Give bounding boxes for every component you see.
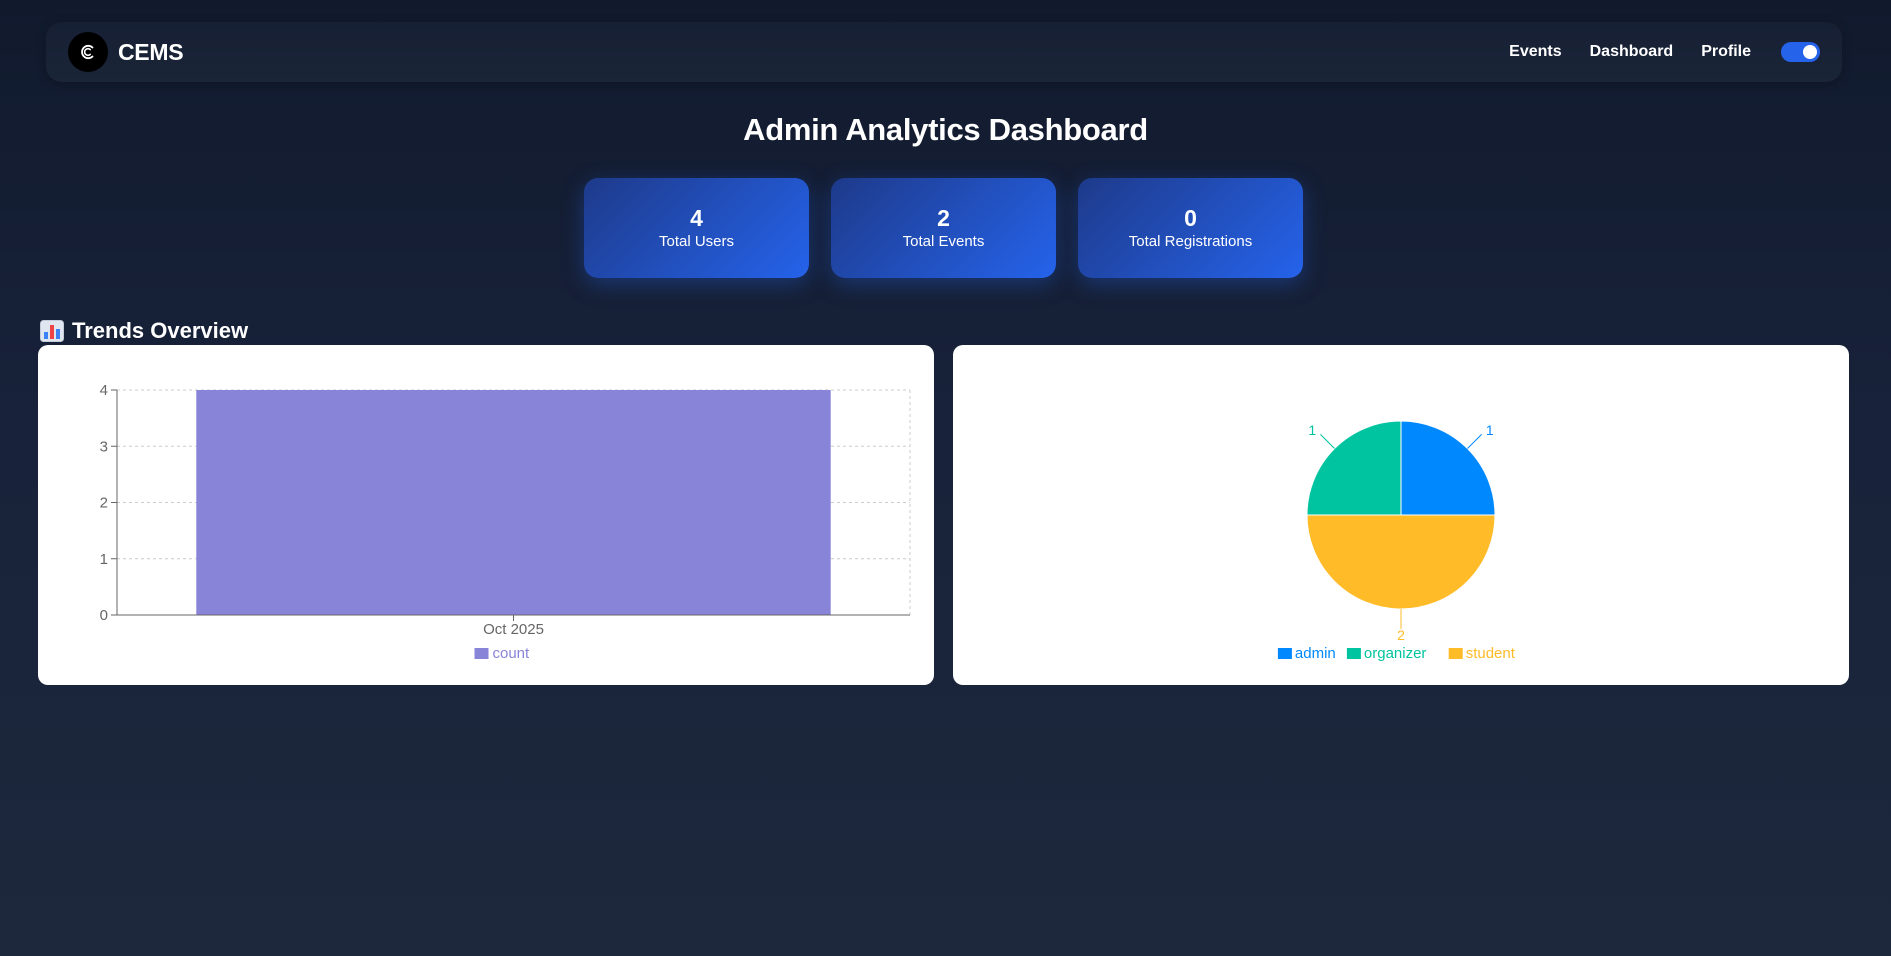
logo-icon <box>68 32 108 72</box>
pie-label-line <box>1467 434 1482 449</box>
legend-swatch <box>1277 648 1292 659</box>
bar-chart: 0 1 2 3 4 Oct 2025 count <box>100 382 911 662</box>
legend-swatch <box>1448 648 1463 659</box>
pie-slice <box>1306 420 1402 516</box>
legend-label: count <box>493 645 531 662</box>
nav-link-profile[interactable]: Profile <box>1701 43 1751 60</box>
stat-card-events: 2 Total Events <box>831 178 1056 278</box>
legend: count <box>474 645 531 662</box>
x-tick-label: Oct 2025 <box>483 621 544 638</box>
top-navbar: CEMS Events Dashboard Profile <box>46 22 1842 82</box>
pie-chart: 1 1 2 admin organizer student <box>1277 420 1516 662</box>
toggle-knob <box>1803 45 1817 59</box>
brand-name: CEMS <box>118 38 184 65</box>
stat-card-users: 4 Total Users <box>584 178 809 278</box>
page-title: Admin Analytics Dashboard <box>743 112 1148 147</box>
y-tick-label: 0 <box>100 607 108 624</box>
legend-swatch <box>474 648 489 659</box>
stat-value: 4 <box>690 205 703 231</box>
bar <box>196 390 831 615</box>
brand[interactable]: CEMS <box>68 32 184 72</box>
nav-link-events[interactable]: Events <box>1509 43 1562 60</box>
stat-label: Total Registrations <box>1128 233 1253 250</box>
nav-link-dashboard[interactable]: Dashboard <box>1589 43 1674 60</box>
y-tick-label: 4 <box>100 382 108 399</box>
stat-value: 2 <box>937 205 950 231</box>
legend-label: student <box>1466 645 1516 662</box>
pie-value-label: 1 <box>1486 422 1494 438</box>
pie-slice <box>1306 514 1496 610</box>
pie-chart-card: 1 1 2 admin organizer student <box>953 345 1849 685</box>
bar-chart-card: 0 1 2 3 4 Oct 2025 count <box>38 345 934 685</box>
section-heading: Trends Overview <box>40 318 248 344</box>
pie-value-label: 1 <box>1308 422 1316 438</box>
stat-label: Total Users <box>658 233 735 250</box>
legend: admin organizer student <box>1277 645 1516 662</box>
legend-swatch <box>1346 648 1361 659</box>
y-tick-label: 3 <box>100 438 108 455</box>
pie-label-line <box>1320 434 1335 449</box>
legend-label: organizer <box>1364 645 1427 662</box>
bar-chart-icon <box>40 320 64 342</box>
pie-slice <box>1400 420 1496 516</box>
y-tick-label: 2 <box>100 495 108 512</box>
pie-value-label: 2 <box>1397 627 1405 643</box>
legend-label: admin <box>1295 645 1336 662</box>
stat-value: 0 <box>1184 205 1197 231</box>
theme-toggle[interactable] <box>1781 42 1820 62</box>
nav-links: Events Dashboard Profile <box>1509 42 1820 62</box>
section-title: Trends Overview <box>72 318 249 343</box>
stat-label: Total Events <box>902 233 985 250</box>
stats-row: 4 Total Users 2 Total Events 0 Total Reg… <box>584 178 1303 278</box>
y-tick-label: 1 <box>100 551 108 568</box>
stat-card-registrations: 0 Total Registrations <box>1078 178 1303 278</box>
